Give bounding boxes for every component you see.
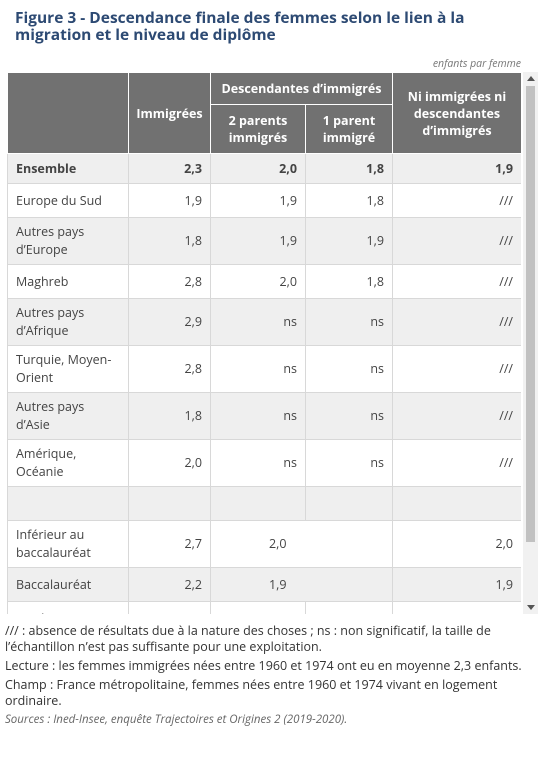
- source: Sources : Ined-Insee, enquête Trajectoir…: [5, 712, 348, 727]
- row-label: Autres pays d’Europe: [7, 217, 129, 265]
- row-label: Maghreb: [7, 264, 129, 299]
- row-label: Autres pays d’Asie: [7, 392, 129, 440]
- scroll-thumb[interactable]: [526, 86, 535, 542]
- header-cell: [7, 72, 129, 154]
- table-row: Ensemble 2,3 2,0 1,8 1,9: [7, 153, 521, 184]
- cell: ns: [210, 345, 306, 393]
- notes: /// : absence de résultats due à la natu…: [5, 623, 525, 731]
- cell: 2,0: [210, 153, 306, 184]
- cell: 2,2: [128, 567, 211, 602]
- empty-cell: [210, 486, 306, 521]
- cell: 2,0: [210, 520, 393, 568]
- empty-cell: [128, 486, 211, 521]
- scroll-down[interactable]: [527, 605, 535, 610]
- cell: 2,0: [210, 264, 306, 299]
- cell: ns: [210, 392, 306, 440]
- table-row: [7, 486, 521, 521]
- empty-cell: [128, 601, 211, 614]
- cell: 2,8: [128, 345, 211, 393]
- table-row: Baccalauréat 2,2 1,9 1,9: [7, 567, 521, 602]
- cell: ///: [392, 345, 521, 393]
- header-cell: Descendantes d’immigrés: [210, 72, 393, 105]
- cell: 2,3: [128, 153, 211, 184]
- scrollbar[interactable]: [523, 72, 538, 614]
- note: Lecture : les femmes immigrées nées entr…: [5, 657, 522, 674]
- row-label: Autres pays d’Afrique: [7, 298, 129, 346]
- row-label: Baccalauréat: [7, 567, 129, 602]
- cell: ///: [392, 183, 521, 218]
- table-row: Turquie, Moyen-Orient 2,8 ns ns///: [7, 345, 521, 393]
- table-row: Inférieur au baccalauréat 2,7 2,0 2,0: [7, 520, 521, 568]
- table-container: Immigrées Descendantes d’immigrés Ni imm…: [7, 72, 521, 614]
- cell: ///: [392, 392, 521, 440]
- cell: ns: [210, 439, 306, 487]
- table-row: Autres pays d’Europe 1,8 1,9 1,9///: [7, 217, 521, 265]
- cell: 2,0: [128, 439, 211, 487]
- empty-cell: [392, 486, 521, 521]
- cell: 2,9: [128, 298, 211, 346]
- row-label: Ensemble: [7, 153, 129, 184]
- cell: ns: [305, 345, 393, 393]
- header-cell: Immigrées: [128, 72, 211, 154]
- row-label: Amérique, Océanie: [7, 439, 129, 487]
- empty-cell: [210, 601, 306, 614]
- cell: 1,9: [210, 217, 306, 265]
- empty-cell: [305, 486, 393, 521]
- title: Figure 3 - Descendance finale des femmes…: [15, 6, 465, 45]
- header-cell: 1 parent immigré: [305, 104, 393, 154]
- table-row: Europe du Sud 1,9 1,9 1,8///: [7, 183, 521, 218]
- table-body: Ensemble 2,3 2,0 1,8 1,9 Europe du Sud 1,9 1,9 1…: [7, 153, 521, 614]
- table-row: Autres pays d’Asie 1,8 ns ns///: [7, 392, 521, 440]
- unit: enfants par femme: [432, 57, 521, 71]
- empty-cell: [392, 601, 521, 614]
- scroll-up[interactable]: [527, 76, 535, 81]
- row-label: Inférieur au baccalauréat: [7, 520, 129, 568]
- cell: ///: [392, 217, 521, 265]
- empty-cell: [7, 486, 129, 521]
- cell: 1,8: [305, 264, 393, 299]
- cell: 1,9: [392, 567, 521, 602]
- cell: ns: [305, 439, 393, 487]
- cell: 1,8: [128, 217, 211, 265]
- cell: 1,9: [210, 567, 393, 602]
- header-cell: Ni immigrées ni descendantes d’immigrés: [392, 72, 521, 154]
- cell: ///: [392, 439, 521, 487]
- cell: 1,8: [305, 183, 393, 218]
- cell: 1,9: [210, 183, 306, 218]
- table-row: Autres pays d’Afrique 2,9 ns ns///: [7, 298, 521, 346]
- table: Immigrées Descendantes d’immigrés Ni imm…: [7, 72, 521, 614]
- cell: 2,8: [128, 264, 211, 299]
- cell: ns: [305, 392, 393, 440]
- cell: 1,8: [128, 392, 211, 440]
- cell: ///: [392, 264, 521, 299]
- header-cell: 2 parents immigrés: [210, 104, 306, 154]
- cell: 1,9: [392, 153, 521, 184]
- table-row: Maghreb 2,8 2,0 1,8///: [7, 264, 521, 299]
- table-row: Amérique, Océanie 2,0 ns ns///: [7, 439, 521, 487]
- cell: 2,7: [128, 520, 211, 568]
- row-label: Europe du Sud: [7, 183, 129, 218]
- cell: ns: [210, 298, 306, 346]
- note: Champ : France métropolitaine, femmes né…: [5, 676, 498, 709]
- empty-cell: [305, 601, 393, 614]
- cell: 1,9: [305, 217, 393, 265]
- note: /// : absence de résultats due à la natu…: [5, 622, 491, 655]
- cell: 1,9: [128, 183, 211, 218]
- row-label: Supérieur au: [7, 601, 129, 614]
- table-row: Supérieur au: [7, 601, 521, 614]
- cell: 1,8: [305, 153, 393, 184]
- cell: 2,0: [392, 520, 521, 568]
- row-label: Turquie, Moyen-Orient: [7, 345, 129, 393]
- cell: ///: [392, 298, 521, 346]
- cell: ns: [305, 298, 393, 346]
